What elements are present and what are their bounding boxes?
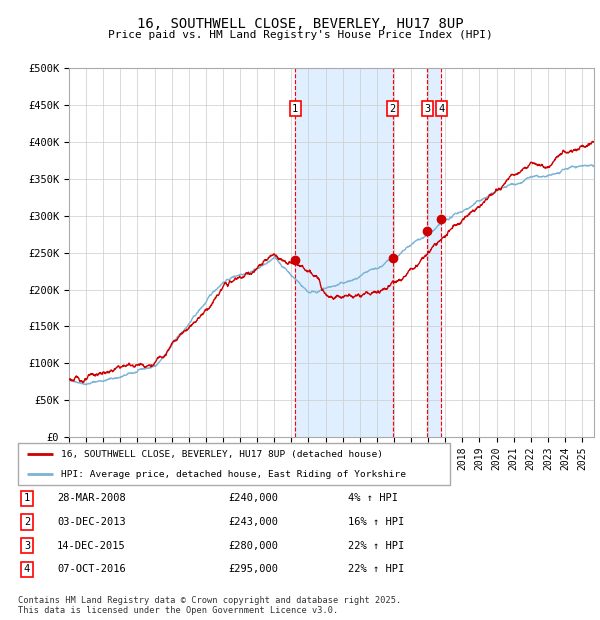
Text: 2: 2	[24, 517, 30, 527]
Text: 03-DEC-2013: 03-DEC-2013	[57, 517, 126, 527]
Text: 4: 4	[438, 104, 445, 114]
Text: 2: 2	[389, 104, 395, 114]
Text: 1: 1	[292, 104, 298, 114]
Text: £240,000: £240,000	[228, 494, 278, 503]
Text: Contains HM Land Registry data © Crown copyright and database right 2025.
This d: Contains HM Land Registry data © Crown c…	[18, 596, 401, 615]
Bar	[427, 68, 441, 437]
Text: £280,000: £280,000	[228, 541, 278, 551]
Text: 4% ↑ HPI: 4% ↑ HPI	[348, 494, 398, 503]
Text: £243,000: £243,000	[228, 517, 278, 527]
Text: 16, SOUTHWELL CLOSE, BEVERLEY, HU17 8UP (detached house): 16, SOUTHWELL CLOSE, BEVERLEY, HU17 8UP …	[61, 450, 383, 459]
Text: 28-MAR-2008: 28-MAR-2008	[57, 494, 126, 503]
Text: Price paid vs. HM Land Registry's House Price Index (HPI): Price paid vs. HM Land Registry's House …	[107, 30, 493, 40]
Text: 16% ↑ HPI: 16% ↑ HPI	[348, 517, 404, 527]
Text: 1: 1	[24, 494, 30, 503]
Text: 4: 4	[24, 564, 30, 574]
Text: £295,000: £295,000	[228, 564, 278, 574]
FancyBboxPatch shape	[18, 443, 450, 485]
Text: 3: 3	[24, 541, 30, 551]
Bar	[295, 68, 392, 437]
Text: 3: 3	[424, 104, 430, 114]
Text: 14-DEC-2015: 14-DEC-2015	[57, 541, 126, 551]
Text: 16, SOUTHWELL CLOSE, BEVERLEY, HU17 8UP: 16, SOUTHWELL CLOSE, BEVERLEY, HU17 8UP	[137, 17, 463, 31]
Text: 22% ↑ HPI: 22% ↑ HPI	[348, 541, 404, 551]
Text: 22% ↑ HPI: 22% ↑ HPI	[348, 564, 404, 574]
Text: 07-OCT-2016: 07-OCT-2016	[57, 564, 126, 574]
Text: HPI: Average price, detached house, East Riding of Yorkshire: HPI: Average price, detached house, East…	[61, 470, 406, 479]
